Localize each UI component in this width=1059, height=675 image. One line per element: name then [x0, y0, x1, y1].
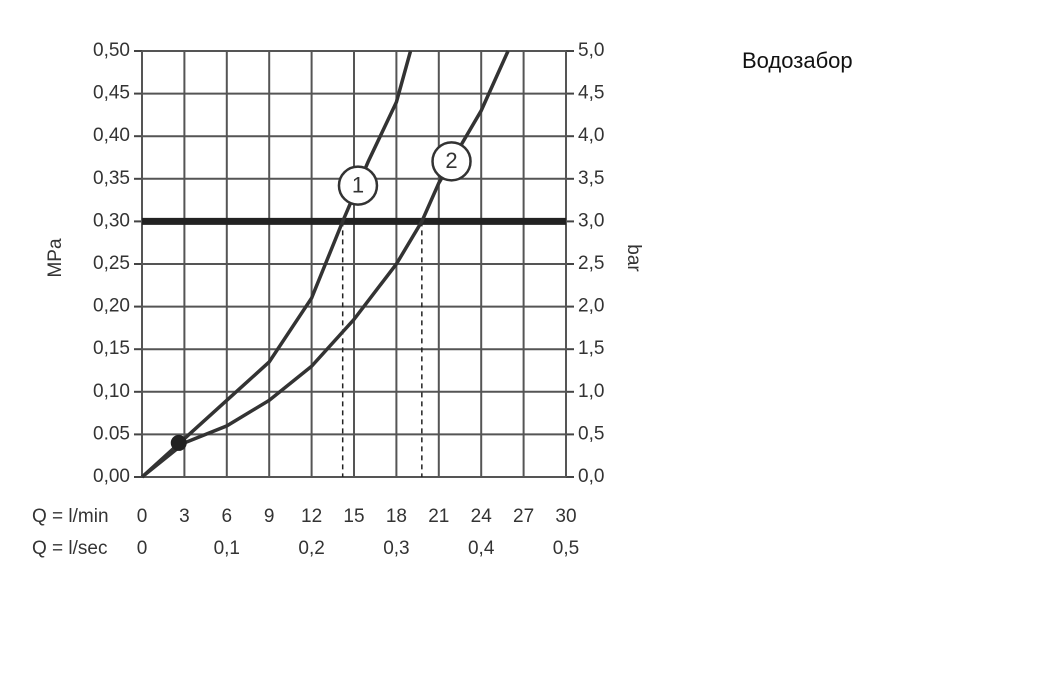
series-line — [140, 50, 413, 479]
x-tick-label: 27 — [513, 506, 534, 527]
y-tick-label: 0,25 — [93, 253, 130, 274]
y2-tick-label: 4,5 — [578, 83, 604, 104]
y-tick-label: 0,35 — [93, 168, 130, 189]
y2-tick-label: 5,0 — [578, 40, 604, 61]
x-tick-label: 24 — [471, 506, 493, 527]
x-tick-label: 18 — [386, 506, 407, 527]
x2-tick-label: 0,2 — [298, 538, 324, 559]
y-tick-label: 0,50 — [93, 40, 130, 61]
y-tick-label: 0,10 — [93, 381, 130, 402]
y-tick-label: 0,15 — [93, 338, 130, 359]
y-tick-label: 0.05 — [93, 423, 130, 444]
x-row-label: Q = l/min — [32, 506, 109, 527]
y2-tick-label: 3,5 — [578, 168, 604, 189]
series-label: 1 — [352, 172, 364, 197]
y-tick-label: 0,20 — [93, 296, 130, 317]
y-tick-label: 0,40 — [93, 125, 130, 146]
y2-tick-label: 0,5 — [578, 423, 604, 444]
y2-tick-label: 1,0 — [578, 381, 604, 402]
x2-row-label: Q = l/sec — [32, 538, 108, 559]
y-tick-label: 0,00 — [93, 466, 130, 487]
x2-tick-label: 0 — [137, 538, 148, 559]
x-tick-label: 3 — [179, 506, 190, 527]
point-marker — [170, 434, 187, 451]
x-tick-label: 9 — [264, 506, 275, 527]
y2-axis-label: bar — [623, 244, 644, 272]
y2-tick-label: 1,5 — [578, 338, 604, 359]
y-tick-label: 0,30 — [93, 210, 130, 231]
y2-tick-label: 0,0 — [578, 466, 604, 487]
x-tick-label: 21 — [428, 506, 449, 527]
y-axis-label: MPa — [45, 238, 66, 278]
x-tick-label: 6 — [222, 506, 233, 527]
y2-tick-label: 2,5 — [578, 253, 604, 274]
x-tick-label: 12 — [301, 506, 322, 527]
series-label: 2 — [445, 148, 457, 173]
y2-tick-label: 2,0 — [578, 296, 604, 317]
y-tick-label: 0,45 — [93, 83, 130, 104]
y2-tick-label: 3,0 — [578, 210, 604, 231]
series-label-circle — [431, 141, 472, 182]
x2-tick-label: 0,4 — [468, 538, 495, 559]
x2-tick-label: 0,1 — [214, 538, 240, 559]
x-tick-label: 0 — [137, 506, 148, 527]
chart-title: Водозабор — [742, 48, 853, 73]
x2-tick-label: 0,3 — [383, 538, 409, 559]
series-label-circle — [337, 165, 379, 206]
x2-tick-label: 0,5 — [553, 538, 579, 559]
x-tick-label: 30 — [555, 506, 576, 527]
y2-tick-label: 4,0 — [578, 125, 604, 146]
x-tick-label: 15 — [343, 506, 364, 527]
